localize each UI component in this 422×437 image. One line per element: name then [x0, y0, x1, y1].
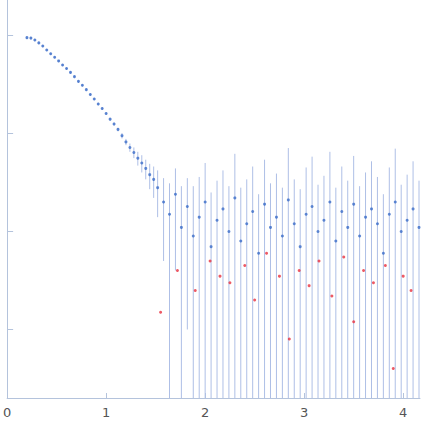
svg-text:4: 4 [399, 405, 407, 420]
svg-text:2: 2 [201, 405, 209, 420]
svg-text:0: 0 [3, 405, 11, 420]
svg-text:3: 3 [300, 405, 308, 420]
svg-text:1: 1 [102, 405, 110, 420]
